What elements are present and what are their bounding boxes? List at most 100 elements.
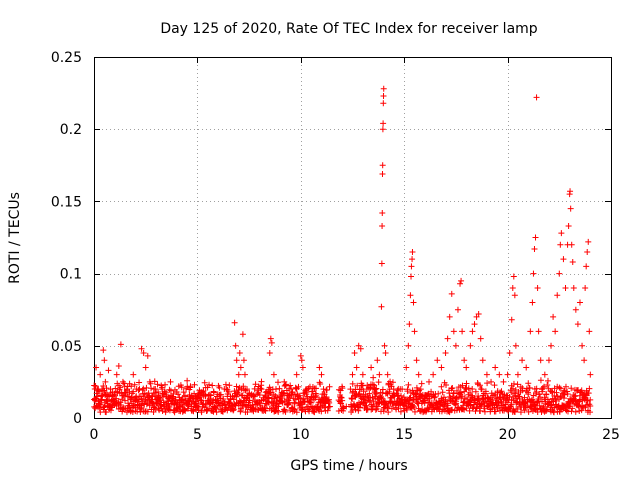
data-point — [195, 406, 202, 413]
data-point — [584, 248, 591, 255]
data-point — [144, 408, 151, 415]
y-tick-label: 0.2 — [60, 122, 82, 138]
data-point — [472, 388, 479, 395]
data-point — [219, 407, 226, 414]
data-point — [321, 404, 328, 411]
data-point — [463, 380, 470, 387]
data-point — [194, 403, 201, 410]
data-point — [150, 386, 157, 393]
data-point — [178, 384, 185, 391]
data-point — [481, 408, 488, 415]
data-point — [157, 397, 164, 404]
data-point — [385, 409, 392, 416]
data-point — [240, 383, 247, 390]
data-point — [131, 381, 138, 388]
data-point — [168, 397, 175, 404]
data-point — [100, 347, 107, 354]
data-point — [118, 396, 125, 403]
x-axis-title: GPS time / hours — [290, 458, 407, 474]
data-point — [411, 328, 418, 335]
data-point — [285, 397, 292, 404]
data-point — [587, 403, 594, 410]
data-point — [343, 403, 350, 410]
data-point — [435, 390, 442, 397]
data-point — [155, 389, 162, 396]
data-point — [471, 395, 478, 402]
data-point — [121, 380, 128, 387]
data-point — [162, 409, 169, 416]
data-point — [219, 400, 226, 407]
data-point — [532, 234, 539, 241]
data-point — [262, 392, 269, 399]
data-point — [511, 292, 518, 299]
data-point — [452, 398, 459, 405]
data-point — [560, 395, 567, 402]
data-point — [233, 393, 240, 400]
data-point — [130, 371, 137, 378]
data-point — [288, 386, 295, 393]
data-point — [439, 389, 446, 396]
data-point — [355, 407, 362, 414]
data-point — [575, 402, 582, 409]
data-point — [185, 405, 192, 412]
data-point — [584, 397, 591, 404]
data-point — [572, 306, 579, 313]
data-point — [262, 393, 269, 400]
data-point — [525, 408, 532, 415]
data-point — [415, 371, 422, 378]
data-point — [237, 407, 244, 414]
data-point — [196, 393, 203, 400]
data-point — [389, 379, 396, 386]
data-point — [409, 248, 416, 255]
data-point — [519, 357, 526, 364]
data-point — [557, 385, 564, 392]
data-point — [97, 371, 104, 378]
data-point — [372, 406, 379, 413]
data-point — [272, 386, 279, 393]
data-point — [130, 388, 137, 395]
data-point — [395, 392, 402, 399]
data-point — [533, 94, 540, 101]
data-point — [244, 409, 251, 416]
data-point — [316, 379, 323, 386]
data-point — [431, 393, 438, 400]
data-point — [275, 379, 282, 386]
data-point — [351, 402, 358, 409]
data-point — [227, 393, 234, 400]
data-point — [146, 378, 153, 385]
data-point — [552, 328, 559, 335]
data-point — [295, 383, 302, 390]
data-point — [349, 380, 356, 387]
data-point — [360, 388, 367, 395]
data-point — [544, 381, 551, 388]
data-point — [567, 188, 574, 195]
axis-ticks: 0 5 10 15 20 25 0 0.05 0.1 0.15 0.2 0.25 — [51, 50, 620, 443]
data-point — [510, 273, 517, 280]
data-point — [140, 385, 147, 392]
y-tick-label: 0.25 — [51, 50, 82, 66]
data-point — [519, 387, 526, 394]
data-point — [568, 408, 575, 415]
data-point — [210, 389, 217, 396]
data-point — [547, 402, 554, 409]
data-point — [249, 401, 256, 408]
data-point — [209, 382, 216, 389]
data-point — [405, 342, 412, 349]
data-point — [437, 402, 444, 409]
x-tick-label: 25 — [602, 427, 620, 443]
data-point — [282, 408, 289, 415]
data-point — [181, 393, 188, 400]
data-point — [573, 397, 580, 404]
data-point — [153, 400, 160, 407]
data-point — [151, 404, 158, 411]
data-point — [324, 407, 331, 414]
data-point — [262, 407, 269, 414]
data-point — [477, 335, 484, 342]
data-point — [506, 350, 513, 357]
data-point — [113, 371, 120, 378]
data-point — [471, 321, 478, 328]
data-point — [512, 342, 519, 349]
data-point — [380, 120, 387, 127]
data-point — [443, 382, 450, 389]
data-point — [298, 401, 305, 408]
